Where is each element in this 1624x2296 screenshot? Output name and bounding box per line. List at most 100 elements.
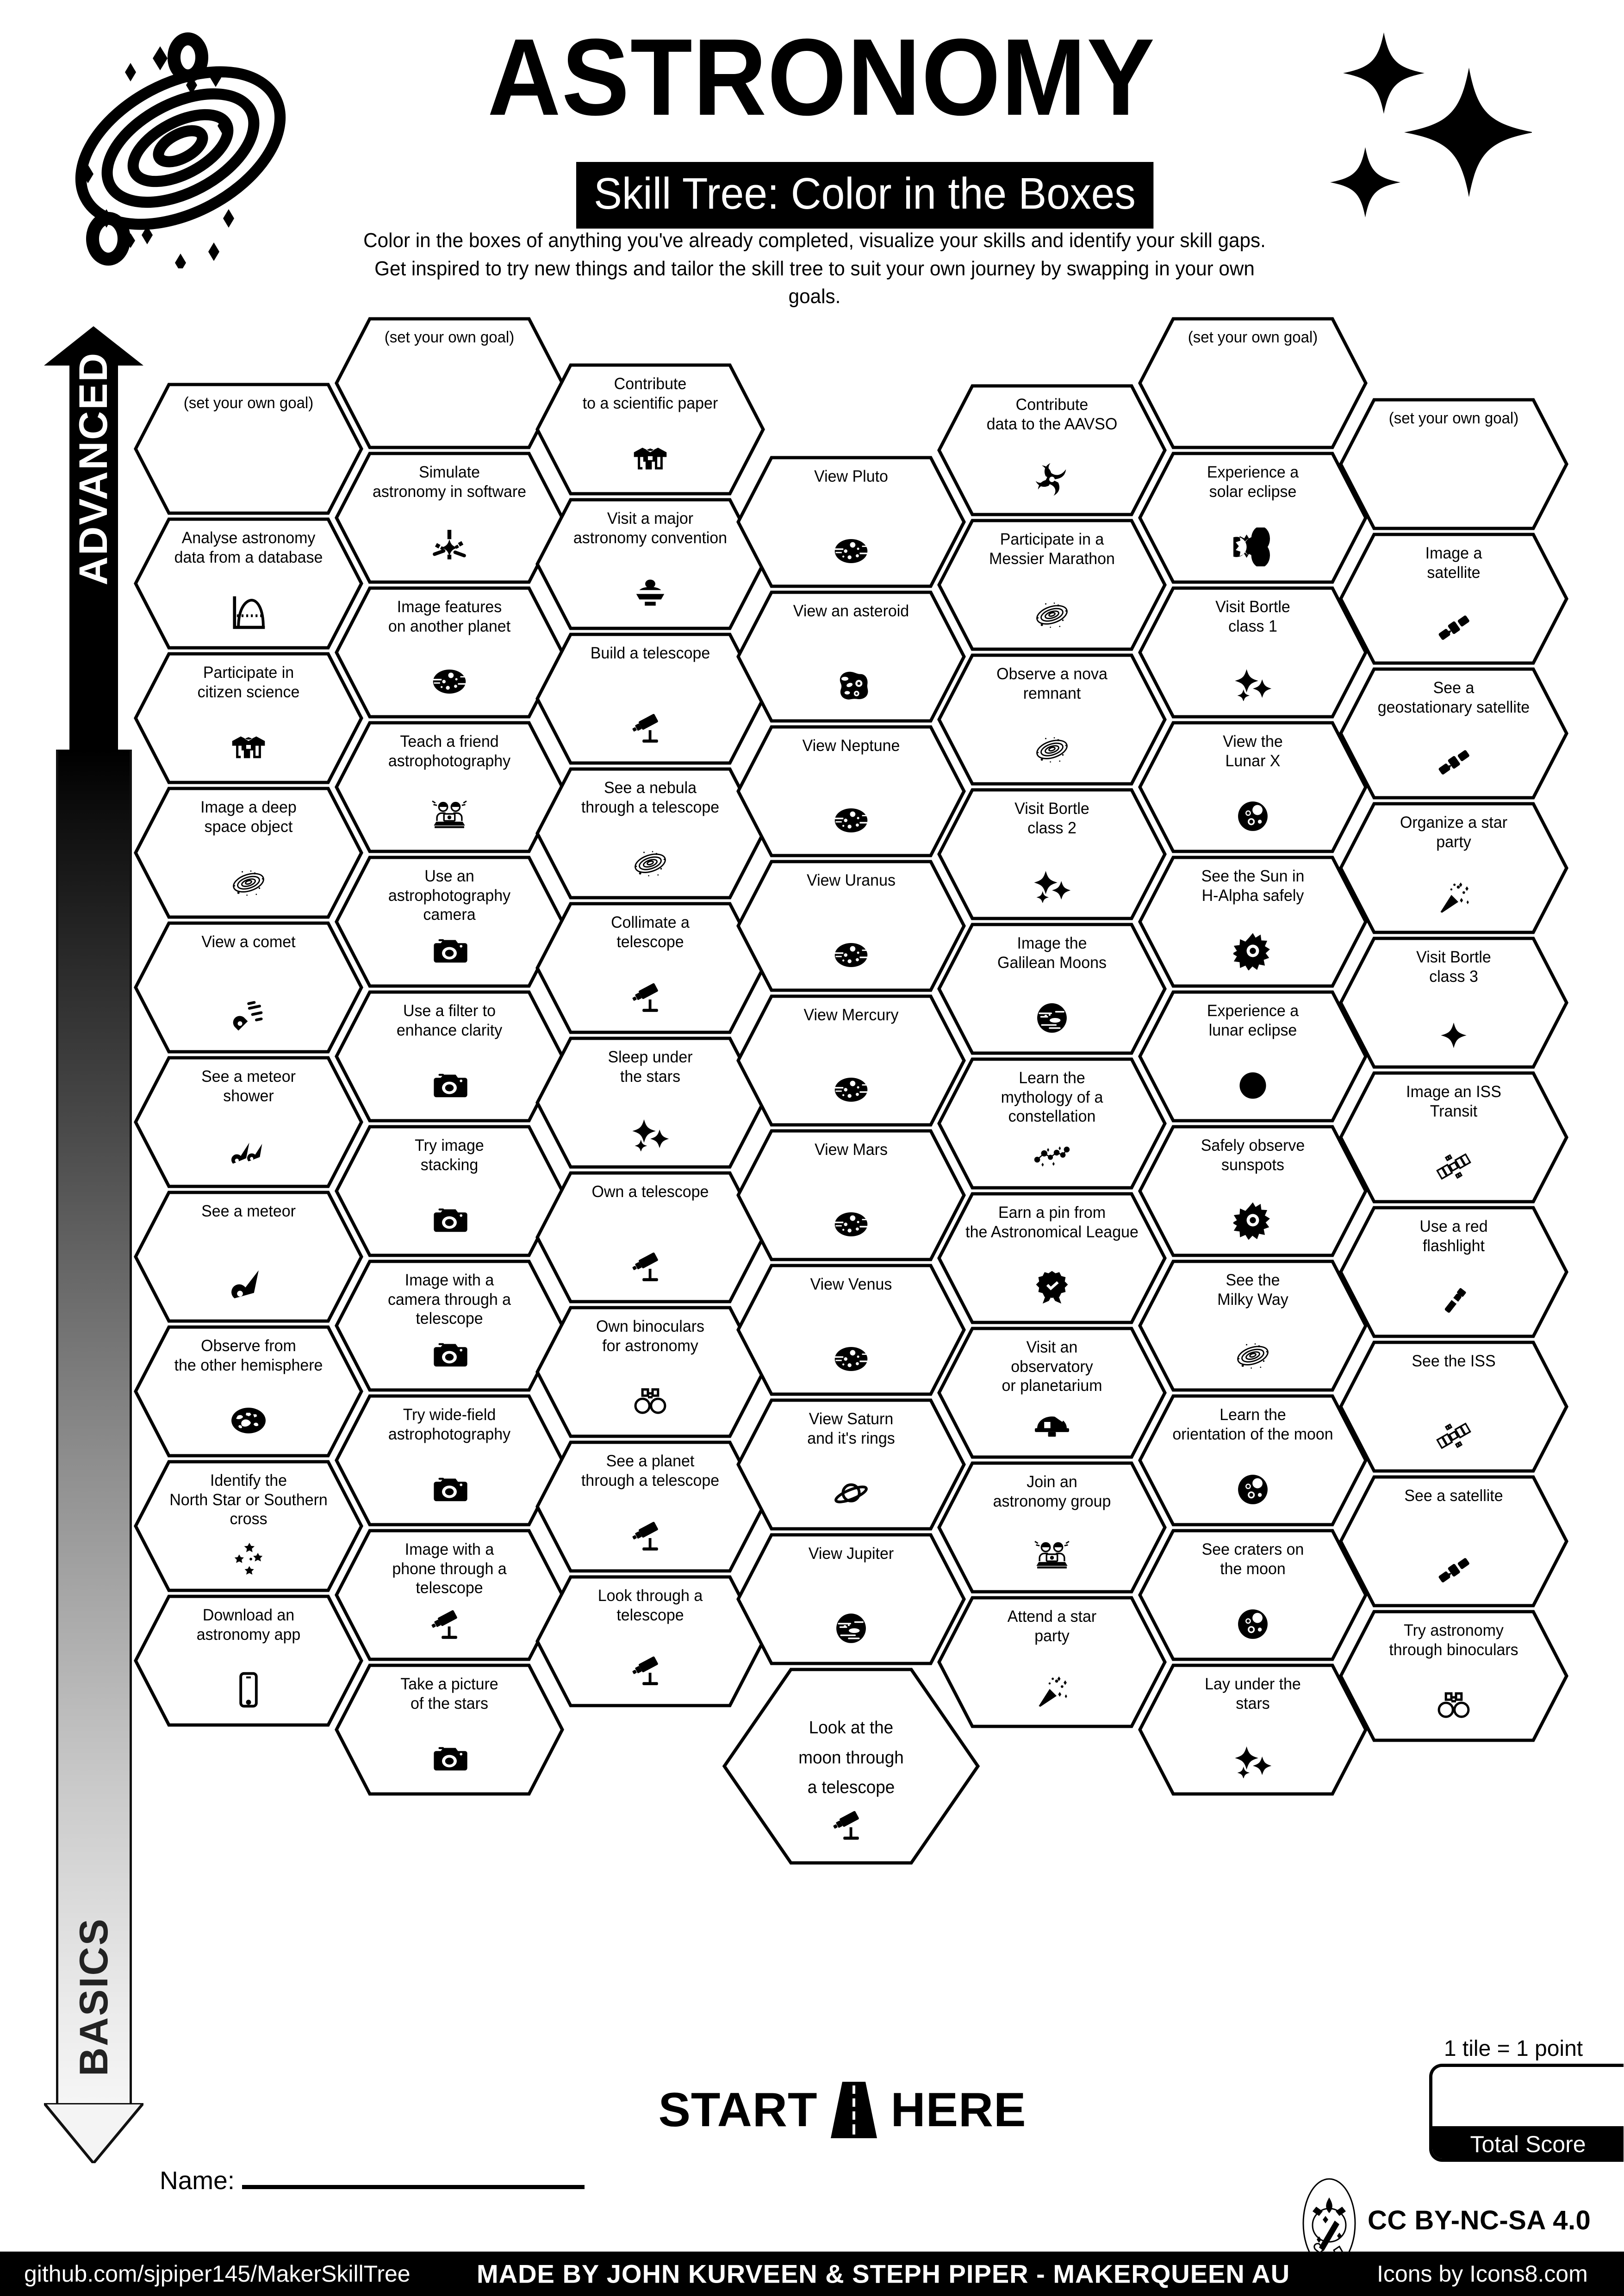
skill-tile[interactable]: Learn the mythology of a constellation — [936, 1056, 1168, 1191]
skill-tile[interactable]: Experience a solar eclipse — [1137, 451, 1369, 585]
skill-tile[interactable]: View a comet — [133, 920, 364, 1055]
skill-tile[interactable]: View Venus — [735, 1263, 967, 1397]
skill-tile[interactable]: See a geostationary satellite — [1338, 666, 1569, 800]
skill-tile[interactable]: See a meteor shower — [133, 1055, 364, 1189]
skill-tile[interactable]: Visit Bortle class 2 — [936, 787, 1168, 921]
skill-tile[interactable]: (set your own goal) — [1137, 316, 1369, 450]
skill-tile[interactable]: Image features on another planet — [334, 585, 565, 720]
skill-tile[interactable]: Image a deep space object — [133, 786, 364, 920]
skill-tile[interactable]: Try wide-field astrophotography — [334, 1393, 565, 1527]
skill-tile-label: Identify the North Star or Southern cross — [151, 1471, 345, 1529]
skill-tile[interactable]: Take a picture of the stars — [334, 1663, 565, 1797]
skill-tile-label-line: Visit an — [1026, 1338, 1078, 1356]
total-score-box[interactable]: Total Score — [1429, 2064, 1624, 2162]
skill-tile[interactable]: Observe a nova remnant — [936, 652, 1168, 787]
skill-tile[interactable]: Look at the moon through a telescope — [722, 1667, 981, 1866]
skill-tile[interactable]: Image an ISS Transit — [1338, 1070, 1569, 1204]
skill-tile-label-line: View the — [1223, 732, 1283, 751]
skill-tile-label-line: data to the AAVSO — [986, 415, 1118, 433]
skill-tile[interactable]: View Uranus — [735, 859, 967, 993]
skill-tile[interactable]: View an asteroid — [735, 590, 967, 724]
skill-tile[interactable]: Image with a phone through a telescope — [334, 1528, 565, 1662]
skill-tile[interactable]: See a planet through a telescope — [535, 1440, 766, 1574]
skill-tile[interactable]: Contribute data to the AAVSO — [936, 383, 1168, 517]
skill-tile-label-line: See a meteor — [201, 1067, 296, 1086]
skill-tile[interactable]: View Neptune — [735, 724, 967, 858]
skill-tile[interactable]: Safely observe sunspots — [1137, 1124, 1369, 1258]
camera-icon — [334, 1737, 565, 1781]
skill-tile[interactable]: Image a satellite — [1338, 532, 1569, 666]
skill-tile[interactable]: Look through a telescope — [535, 1574, 766, 1708]
skill-tile[interactable]: Experience a lunar eclipse — [1137, 989, 1369, 1123]
skill-tile[interactable]: View Mars — [735, 1128, 967, 1262]
skill-tile[interactable]: (set your own goal) — [334, 316, 565, 450]
jupiter-icon — [936, 996, 1168, 1040]
skill-tile[interactable]: See the Milky Way — [1137, 1259, 1369, 1393]
skill-tile[interactable]: (set your own goal) — [1338, 397, 1569, 531]
skill-tile[interactable]: See the Sun in H-Alpha safely — [1137, 855, 1369, 989]
skill-tile[interactable]: Use a filter to enhance clarity — [334, 989, 565, 1123]
skill-tile[interactable]: Image the Galilean Moons — [936, 922, 1168, 1056]
skill-tile[interactable]: See a satellite — [1338, 1474, 1569, 1608]
skill-tile-label-line: View Mercury — [803, 1006, 899, 1024]
skill-tile[interactable]: Own a telescope — [535, 1170, 766, 1304]
github-link[interactable]: github.com/sjpiper145/MakerSkillTree — [24, 2261, 411, 2287]
southern-cross-icon — [133, 1533, 364, 1577]
skill-tile[interactable]: Try astronomy through binoculars — [1338, 1609, 1569, 1743]
skill-tile[interactable]: Use a red flashlight — [1338, 1205, 1569, 1339]
skill-tile-label-line: Galilean Moons — [997, 953, 1107, 972]
skill-tile[interactable]: Collimate a telescope — [535, 901, 766, 1035]
meteor-shower-icon — [133, 1129, 364, 1173]
skill-tile[interactable]: Join an astronomy group — [936, 1460, 1168, 1595]
skill-tile[interactable]: Observe from the other hemisphere — [133, 1324, 364, 1458]
skill-tile[interactable]: See a meteor — [133, 1190, 364, 1324]
skill-tile-label-line: Observe a nova — [996, 665, 1108, 683]
skill-tile[interactable]: Image with a camera through a telescope — [334, 1259, 565, 1393]
skill-tile[interactable]: Identify the North Star or Southern cross — [133, 1459, 364, 1593]
skill-tile-label-line: See the ISS — [1412, 1352, 1496, 1370]
skill-tile-label-line: telescope — [616, 1606, 684, 1624]
skill-tile-label-line: Image the — [1017, 934, 1087, 952]
skill-tile[interactable]: Earn a pin from the Astronomical League — [936, 1191, 1168, 1325]
skill-tile[interactable]: Analyse astronomy data from a database — [133, 516, 364, 651]
skill-tile[interactable]: View Jupiter — [735, 1532, 967, 1666]
skill-tile[interactable]: Contribute to a scientific paper — [535, 362, 766, 496]
skill-tile[interactable]: Use an astrophotography camera — [334, 855, 565, 989]
skill-tile[interactable]: Visit a major astronomy convention — [535, 497, 766, 631]
skill-tile[interactable]: View the Lunar X — [1137, 720, 1369, 854]
skill-tile[interactable]: Download an astronomy app — [133, 1594, 364, 1728]
skill-tile[interactable]: View Saturn and it's rings — [735, 1397, 967, 1532]
skill-tile[interactable]: View Pluto — [735, 455, 967, 589]
skill-tile[interactable]: Lay under the stars — [1137, 1663, 1369, 1797]
skill-tile[interactable]: Visit Bortle class 1 — [1137, 585, 1369, 720]
skill-tile[interactable]: Learn the orientation of the moon — [1137, 1393, 1369, 1527]
skill-tile-label-line: Try image — [415, 1136, 484, 1154]
skill-tile-label-line: Image with a — [404, 1540, 494, 1558]
flashlight-icon — [1338, 1279, 1569, 1323]
skill-tile[interactable]: Attend a star party — [936, 1595, 1168, 1729]
skill-tile[interactable]: Build a telescope — [535, 632, 766, 766]
skill-tile[interactable]: Simulate astronomy in software — [334, 451, 565, 585]
skill-tile[interactable]: Teach a friend astrophotography — [334, 720, 565, 854]
skill-tile[interactable]: Visit an observatory or planetarium — [936, 1326, 1168, 1460]
skill-tile[interactable]: Try image stacking — [334, 1124, 565, 1258]
skill-tile[interactable]: Visit Bortle class 3 — [1338, 936, 1569, 1070]
name-input[interactable] — [242, 2185, 585, 2189]
skill-tile[interactable]: Participate in a Messier Marathon — [936, 518, 1168, 652]
skill-tile[interactable]: See the ISS — [1338, 1340, 1569, 1474]
skill-tile[interactable]: (set your own goal) — [133, 382, 364, 516]
skill-tile[interactable]: Organize a star party — [1338, 801, 1569, 935]
skill-tile[interactable]: View Mercury — [735, 993, 967, 1128]
skill-tile-label-line: Image a deep — [200, 798, 297, 816]
skill-tile[interactable]: Sleep under the stars — [535, 1036, 766, 1170]
skill-tile-label-line: Look through a — [597, 1587, 703, 1605]
skill-tile[interactable]: See a nebula through a telescope — [535, 766, 766, 900]
skill-tile[interactable]: See craters on the moon — [1137, 1528, 1369, 1662]
skill-tile-label: Observe from the other hemisphere — [151, 1336, 345, 1375]
skill-tile-label-line: Teach a friend — [400, 732, 499, 751]
skill-tile-label-line: View Saturn — [809, 1410, 894, 1428]
score-value-input[interactable] — [1432, 2067, 1624, 2126]
skill-tile[interactable]: Participate in citizen science — [133, 651, 364, 785]
galaxy-icon — [936, 592, 1168, 636]
skill-tile[interactable]: Own binoculars for astronomy — [535, 1305, 766, 1439]
